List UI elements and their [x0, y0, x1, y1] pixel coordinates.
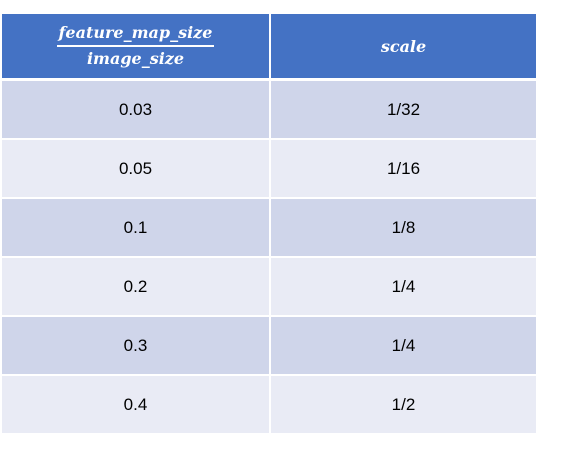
table-row: 0.03 1/32	[2, 81, 536, 140]
scale-cell: 1/2	[269, 376, 536, 435]
scale-table: feature_map_size image_size scale 0.03 1…	[2, 14, 536, 435]
ratio-cell: 0.03	[2, 81, 269, 140]
table-row: 0.3 1/4	[2, 317, 536, 376]
table-row: 0.05 1/16	[2, 140, 536, 199]
ratio-cell: 0.1	[2, 199, 269, 258]
scale-cell: 1/4	[269, 258, 536, 317]
table-row: 0.4 1/2	[2, 376, 536, 435]
scale-cell: 1/4	[269, 317, 536, 376]
header-scale: scale	[269, 14, 536, 81]
table-header: feature_map_size image_size scale	[2, 14, 536, 81]
table-row: 0.2 1/4	[2, 258, 536, 317]
ratio-fraction: feature_map_size image_size	[57, 25, 215, 67]
scale-cell: 1/16	[269, 140, 536, 199]
ratio-cell: 0.3	[2, 317, 269, 376]
ratio-cell: 0.4	[2, 376, 269, 435]
header-ratio: feature_map_size image_size	[2, 14, 269, 81]
header-row: feature_map_size image_size scale	[2, 14, 536, 81]
scale-table-container: feature_map_size image_size scale 0.03 1…	[2, 14, 536, 435]
scale-cell: 1/32	[269, 81, 536, 140]
ratio-cell: 0.05	[2, 140, 269, 199]
fraction-numerator: feature_map_size	[57, 25, 215, 47]
table-body: 0.03 1/32 0.05 1/16 0.1 1/8 0.2 1/4 0.3 …	[2, 81, 536, 435]
scale-cell: 1/8	[269, 199, 536, 258]
fraction-denominator: image_size	[57, 47, 215, 67]
ratio-cell: 0.2	[2, 258, 269, 317]
table-row: 0.1 1/8	[2, 199, 536, 258]
